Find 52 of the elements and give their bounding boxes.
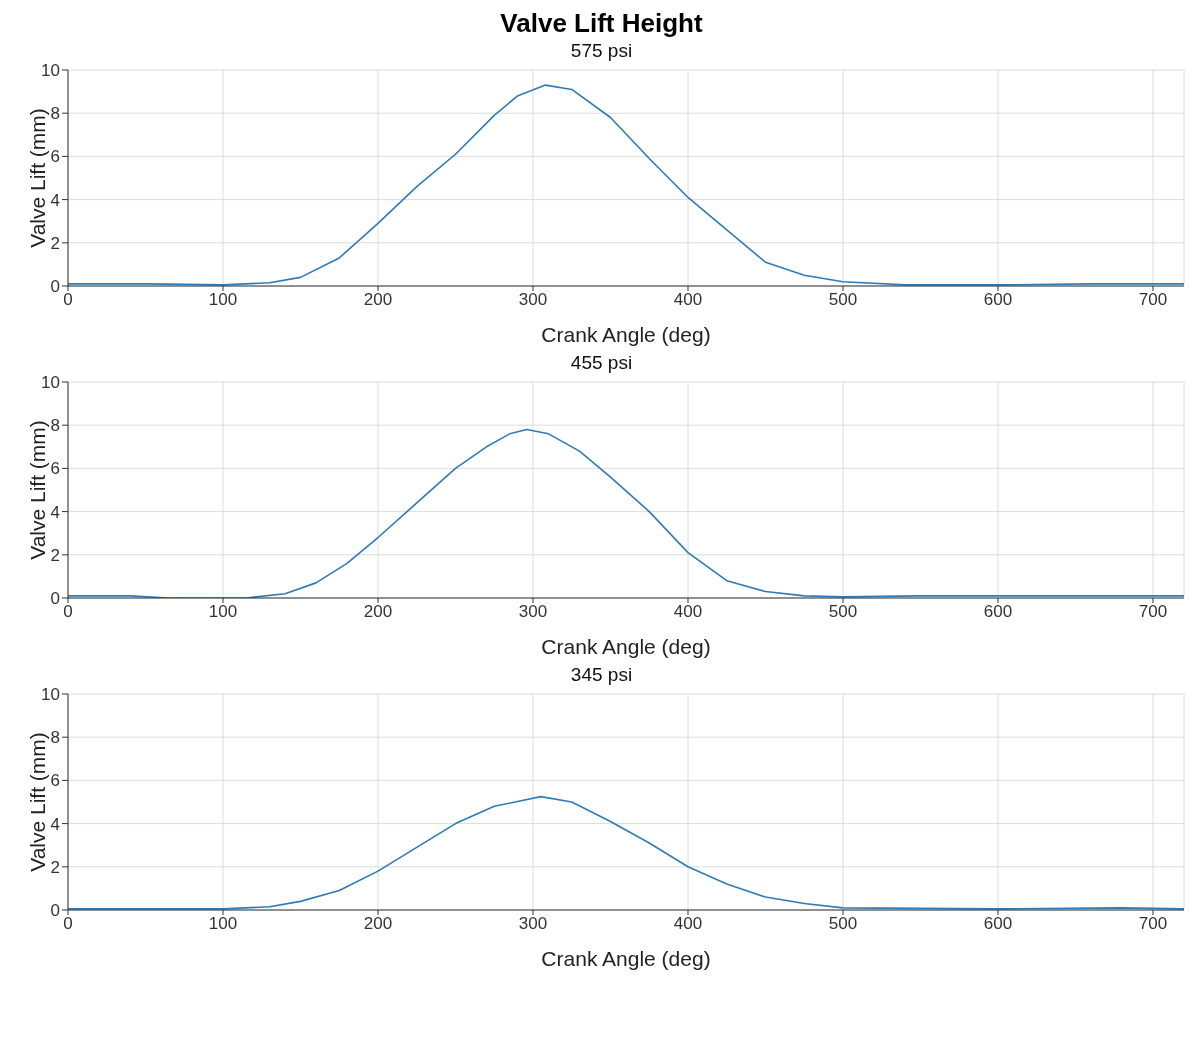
y-tick-label: 0 <box>50 277 60 297</box>
y-tick-label: 8 <box>50 104 60 124</box>
y-tick-label: 2 <box>50 545 60 565</box>
y-tick-label: 0 <box>50 589 60 609</box>
chart-title: Valve Lift Height <box>499 8 704 40</box>
x-tick-label: 700 <box>1138 602 1168 622</box>
y-tick-label: 10 <box>41 373 60 393</box>
x-tick-label: 400 <box>673 290 703 310</box>
x-tick-label: 0 <box>63 914 73 934</box>
y-tick-label: 2 <box>50 857 60 877</box>
x-tick-label: 500 <box>828 290 858 310</box>
x-tick-label: 500 <box>828 914 858 934</box>
y-tick-label: 4 <box>50 190 60 210</box>
x-tick-label: 600 <box>983 290 1013 310</box>
y-tick-label: 10 <box>41 685 60 705</box>
y-axis-title: Valve Lift (mm) <box>26 732 50 872</box>
y-tick-label: 4 <box>50 814 60 834</box>
x-tick-label: 500 <box>828 602 858 622</box>
x-axis-title: Crank Angle (deg) <box>541 635 711 658</box>
chart-subtitle: 575 psi <box>570 40 633 61</box>
y-axis-title: Valve Lift (mm) <box>26 108 50 248</box>
y-axis-title: Valve Lift (mm) <box>26 420 50 560</box>
y-tick-label: 6 <box>50 147 60 167</box>
x-tick-label: 200 <box>363 290 393 310</box>
x-tick-label: 700 <box>1138 914 1168 934</box>
x-tick-label: 300 <box>518 602 548 622</box>
y-tick-label: 0 <box>50 901 60 921</box>
y-tick-label: 2 <box>50 233 60 253</box>
x-tick-label: 300 <box>518 914 548 934</box>
x-tick-label: 700 <box>1138 290 1168 310</box>
x-tick-label: 400 <box>673 602 703 622</box>
y-tick-label: 8 <box>50 728 60 748</box>
x-tick-label: 600 <box>983 602 1013 622</box>
y-tick-label: 10 <box>41 61 60 81</box>
y-tick-label: 6 <box>50 459 60 479</box>
x-tick-label: 100 <box>208 290 238 310</box>
x-axis-title: Crank Angle (deg) <box>541 947 711 970</box>
x-axis-title: Crank Angle (deg) <box>541 323 711 346</box>
x-tick-label: 400 <box>673 914 703 934</box>
x-tick-label: 300 <box>518 290 548 310</box>
x-tick-label: 100 <box>208 602 238 622</box>
x-tick-label: 600 <box>983 914 1013 934</box>
y-tick-label: 6 <box>50 771 60 791</box>
x-tick-label: 0 <box>63 602 73 622</box>
chart-title: 455 psi <box>570 352 633 373</box>
x-tick-label: 200 <box>363 914 393 934</box>
y-tick-label: 4 <box>50 502 60 522</box>
x-tick-label: 0 <box>63 290 73 310</box>
x-tick-label: 200 <box>363 602 393 622</box>
y-tick-label: 8 <box>50 416 60 436</box>
chart-title: 345 psi <box>570 664 633 685</box>
x-tick-label: 100 <box>208 914 238 934</box>
